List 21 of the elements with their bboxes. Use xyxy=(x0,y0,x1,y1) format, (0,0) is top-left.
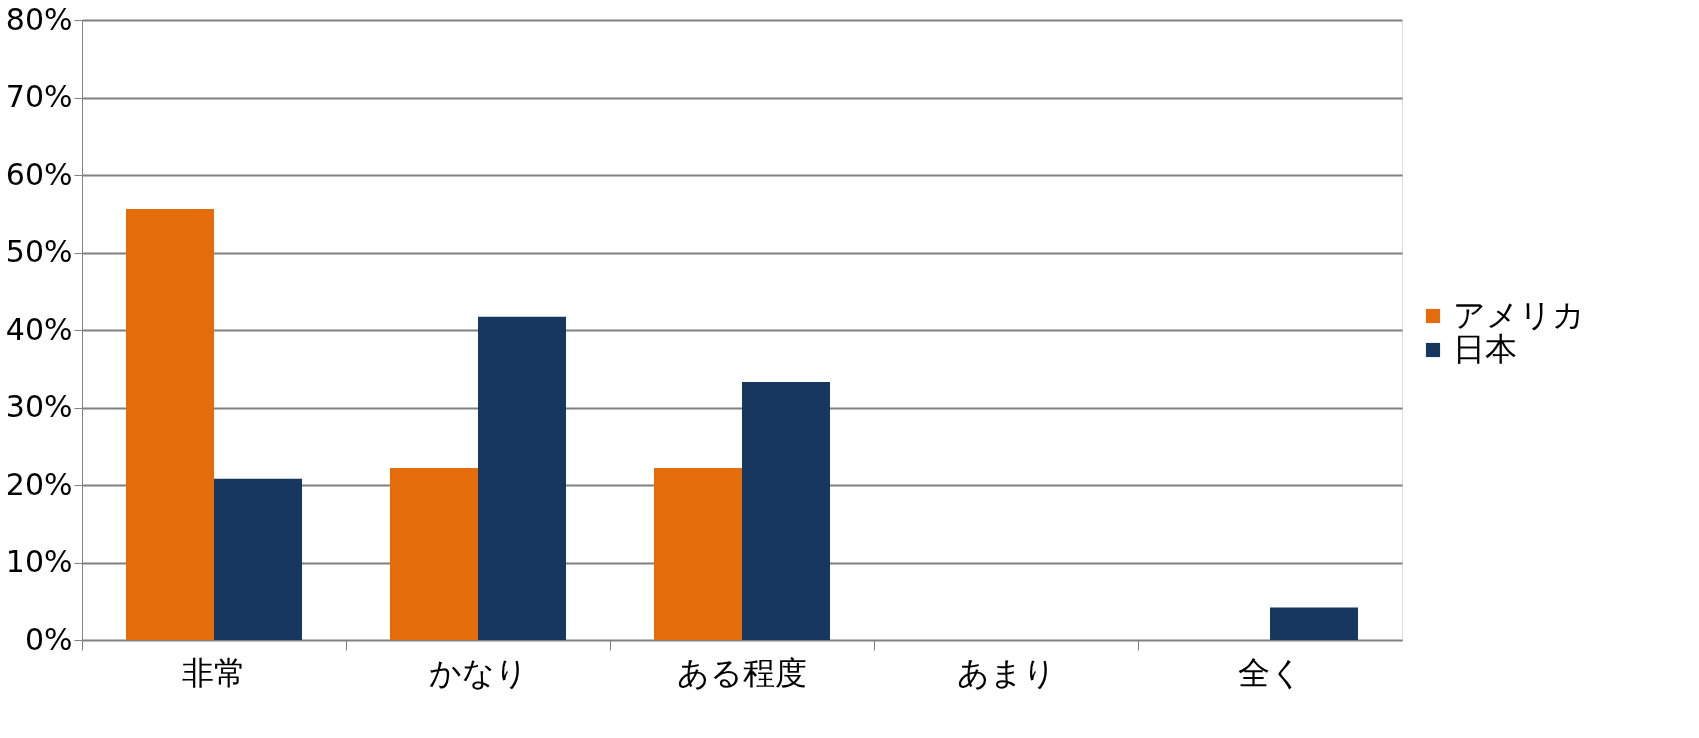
y-tick-label: 30% xyxy=(5,389,73,424)
bar xyxy=(742,381,830,640)
y-tick-label: 20% xyxy=(5,466,73,502)
y-tick-label: 80% xyxy=(5,1,73,37)
x-tick-label: 非常 xyxy=(182,653,246,692)
x-tick-label: 全く xyxy=(1237,653,1303,692)
bar xyxy=(126,209,214,640)
x-tick-label: あまり xyxy=(956,653,1056,692)
y-tick-label: 0% xyxy=(24,621,73,657)
x-tick-label: かなり xyxy=(428,653,528,692)
bar xyxy=(478,316,566,640)
y-tick-label: 70% xyxy=(5,79,73,114)
bar xyxy=(390,467,478,640)
bar xyxy=(214,478,302,640)
bar xyxy=(654,467,742,640)
y-tick-label: 60% xyxy=(5,156,73,192)
y-tick-label: 40% xyxy=(5,311,73,347)
y-tick-label: 50% xyxy=(5,234,73,269)
y-tick-label: 10% xyxy=(5,544,73,579)
x-tick-label: ある程度 xyxy=(677,653,807,692)
bar xyxy=(1270,607,1358,640)
